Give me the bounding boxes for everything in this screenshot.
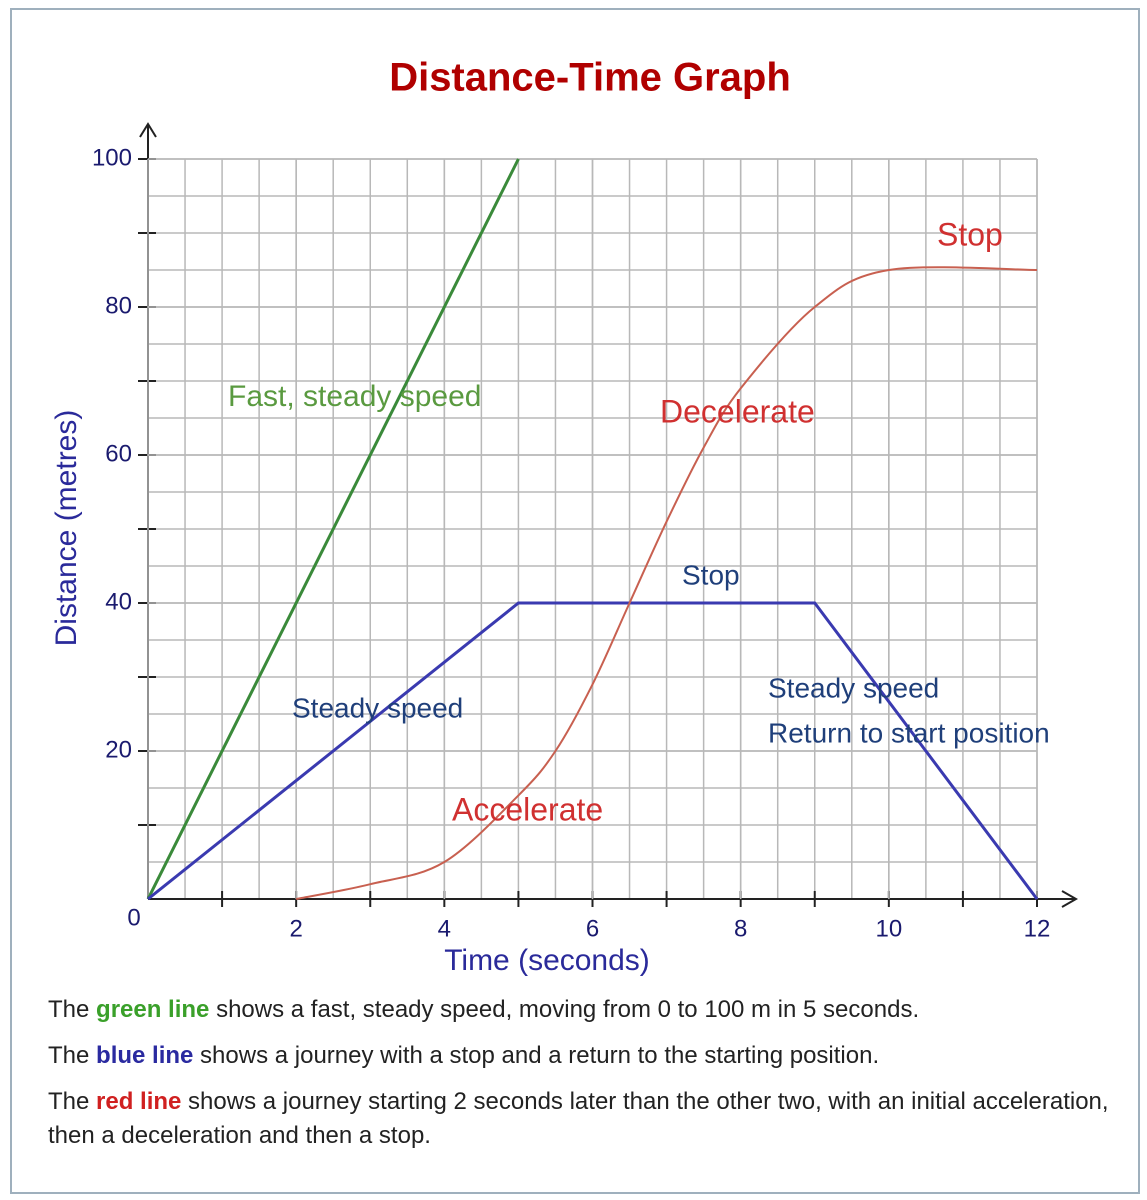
x-tick-label: 10 [875,915,902,942]
annotation: Return to start position [768,717,1050,748]
annotation: Steady speed [768,672,939,703]
note-text: shows a fast, steady speed, moving from … [209,996,920,1023]
y-axis-label: Distance (metres) [50,410,83,647]
annotation: Accelerate [452,791,603,827]
annotation: Stop [937,216,1003,252]
x-axis-label: Time (seconds) [444,944,650,977]
note: The green line shows a fast, steady spee… [48,993,1118,1027]
note-highlight: blue line [96,1042,194,1069]
line [146,158,520,900]
note-text: shows a journey starting 2 seconds later… [48,1088,1109,1149]
y-tick-label: 40 [105,588,132,615]
annotation: Decelerate [660,393,815,429]
x-axis-arrow [1061,890,1079,908]
note-highlight: red line [96,1088,182,1115]
x-tick-label: 8 [734,915,747,942]
y-tick-label: 20 [105,736,132,763]
note: The blue line shows a journey with a sto… [48,1039,1118,1073]
y-axis-arrow [139,122,157,138]
x-tick-label: 6 [586,915,599,942]
annotation: Steady speed [292,692,463,723]
note-text: The [48,1088,97,1115]
note-text: The [48,1042,97,1069]
x-tick-label: 4 [438,915,451,942]
chart-title: Distance-Time Graph [389,56,791,100]
y-tick-label: 80 [105,292,132,319]
y-tick-label: 100 [92,144,132,171]
line [295,266,1038,900]
x-tick-label: 12 [1024,915,1051,942]
note: The red line shows a journey starting 2 … [48,1085,1118,1153]
x-tick-label: 2 [289,915,302,942]
annotation: Stop [682,559,740,590]
note-highlight: green line [96,996,210,1023]
y-tick-label: 60 [105,440,132,467]
line [147,601,1039,901]
note-text: shows a journey with a stop and a return… [193,1042,880,1069]
note-text: The [48,996,97,1023]
x-tick-label: 0 [127,904,140,931]
chart: Distance-Time Graph Distance (metres) Ti… [50,56,1079,977]
frame [10,8,1140,1194]
notes: The green line shows a fast, steady spee… [48,993,1118,1165]
annotation: Fast, steady speed [228,380,481,413]
